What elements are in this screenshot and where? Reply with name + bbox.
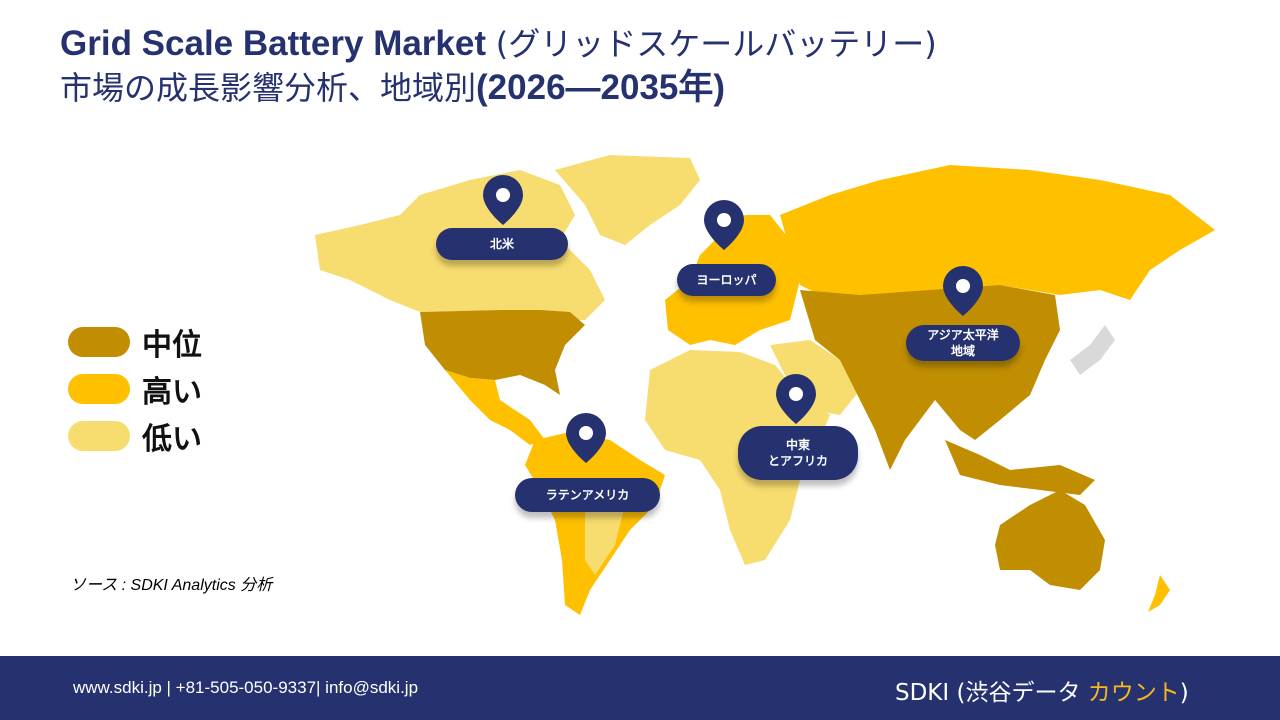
label-middle-east-africa: 中東 とアフリカ — [738, 426, 858, 480]
region-south-america-low — [585, 505, 625, 575]
map-pin-icon — [483, 175, 983, 463]
region-mexico — [445, 370, 545, 445]
label-asia-pacific: アジア太平洋 地域 — [906, 325, 1020, 361]
brand-accent: カウント — [1087, 680, 1180, 706]
region-new-zealand — [1148, 575, 1170, 612]
page-title: Grid Scale Battery Market (グリッドスケールバッテリー… — [60, 22, 937, 110]
region-usa — [420, 310, 585, 395]
legend: 中位 高い 低い — [68, 318, 202, 459]
legend-label: 低い — [142, 421, 202, 457]
region-russia — [780, 165, 1215, 300]
region-middle-east — [770, 340, 860, 415]
title-jp: (グリッドスケールバッテリー) — [495, 25, 937, 63]
title-years: (2026—2035年) — [476, 68, 726, 107]
title-subtitle: 市場の成長影響分析、地域別 — [60, 69, 477, 107]
region-greenland — [555, 155, 700, 245]
legend-label: 高い — [142, 374, 202, 410]
label-text: アジア太平洋 — [927, 328, 999, 342]
label-text: とアフリカ — [767, 454, 828, 468]
legend-swatch — [68, 373, 130, 404]
region-japan — [1070, 325, 1115, 375]
legend-swatch — [68, 420, 130, 451]
footer-brand: SDKI (渋谷データ カウント) — [895, 673, 1189, 707]
legend-swatch — [68, 326, 130, 357]
legend-label: 中位 — [142, 327, 202, 363]
legend-item-low: 低い — [68, 412, 202, 459]
title-en: Grid Scale Battery Market — [60, 24, 487, 63]
label-text: 北米 — [489, 237, 514, 251]
legend-item-high: 高い — [68, 365, 202, 412]
region-southeast-asia — [945, 440, 1095, 495]
legend-item-mid: 中位 — [68, 318, 202, 365]
footer-contact: www.sdki.jp | +81-505-050-9337| info@sdk… — [73, 678, 419, 697]
label-north-america: 北米 — [436, 228, 568, 260]
footer: www.sdki.jp | +81-505-050-9337| info@sdk… — [0, 656, 1280, 720]
region-australia — [995, 490, 1105, 590]
label-text: ラテンアメリカ — [545, 488, 630, 502]
source-note: ソース : SDKI Analytics 分析 — [70, 577, 273, 594]
label-latin-america: ラテンアメリカ — [515, 478, 660, 512]
label-text: ヨーロッパ — [696, 273, 757, 287]
label-europe: ヨーロッパ — [677, 264, 776, 296]
brand-prefix: SDKI (渋谷データ — [895, 680, 1088, 706]
label-text: 地域 — [950, 344, 975, 358]
brand-suffix: ) — [1179, 680, 1189, 706]
label-text: 中東 — [785, 438, 810, 452]
